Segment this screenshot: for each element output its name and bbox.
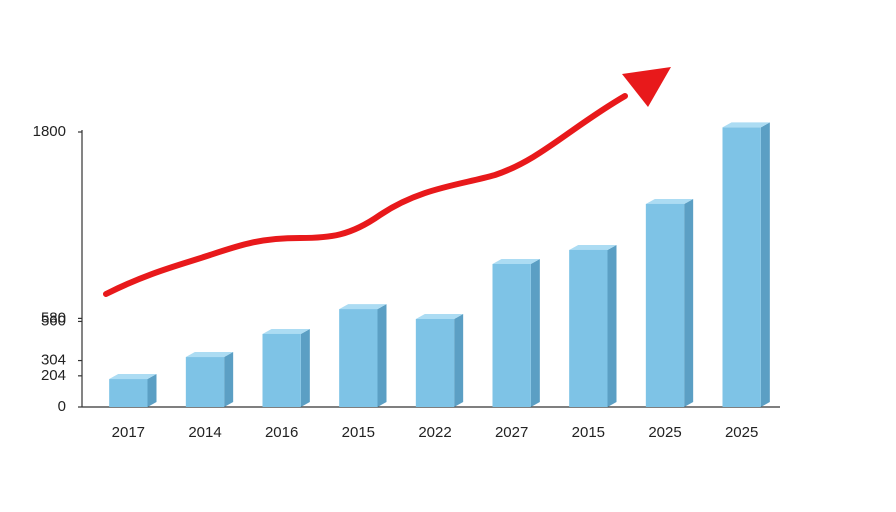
- bar-top: [339, 304, 387, 310]
- bar: [185, 357, 225, 407]
- bar: [339, 309, 378, 407]
- bar: [645, 203, 685, 407]
- bars: [109, 122, 770, 408]
- bar-top: [492, 259, 540, 264]
- bar-top: [569, 244, 617, 250]
- bar: [569, 249, 608, 407]
- bar: [722, 127, 761, 408]
- bar: [415, 319, 455, 407]
- bar: [492, 264, 531, 407]
- bar-top: [645, 198, 694, 204]
- trend-arrow: [103, 93, 628, 297]
- bar-top: [109, 374, 157, 380]
- y-tick-label: 0: [58, 398, 66, 415]
- x-tick-label: 2022: [418, 424, 451, 441]
- bar-side: [147, 374, 157, 407]
- y-tick-label: 1800: [33, 123, 66, 140]
- bar: [262, 333, 301, 407]
- x-tick-label: 2016: [265, 424, 298, 441]
- x-tick-label: 2017: [112, 424, 145, 441]
- y-tick-label: 204: [41, 367, 66, 384]
- bar-side: [760, 122, 770, 408]
- bar-side: [300, 328, 310, 407]
- x-tick-label: 2025: [725, 424, 758, 441]
- trend-arrow-head: [622, 67, 671, 107]
- bar: [109, 379, 148, 407]
- bar-side: [377, 304, 387, 407]
- bar-side: [607, 244, 617, 407]
- y-tick-label: 304: [41, 352, 66, 369]
- y-tick-label: 580: [41, 309, 66, 326]
- bar-side: [530, 259, 540, 407]
- bar-top: [722, 122, 770, 128]
- x-tick-label: 2027: [495, 424, 528, 441]
- bar-side: [454, 314, 464, 407]
- bar-top: [415, 314, 464, 319]
- x-tick-label: 2015: [572, 424, 605, 441]
- bar-top: [262, 328, 310, 334]
- x-tick-label: 2025: [648, 424, 681, 441]
- bar-top: [185, 352, 234, 358]
- bar-side: [224, 352, 234, 407]
- x-tick-label: 2014: [188, 424, 221, 441]
- y-tick-label: 560: [41, 312, 66, 329]
- x-tick-label: 2015: [342, 424, 375, 441]
- bar-side: [684, 198, 694, 407]
